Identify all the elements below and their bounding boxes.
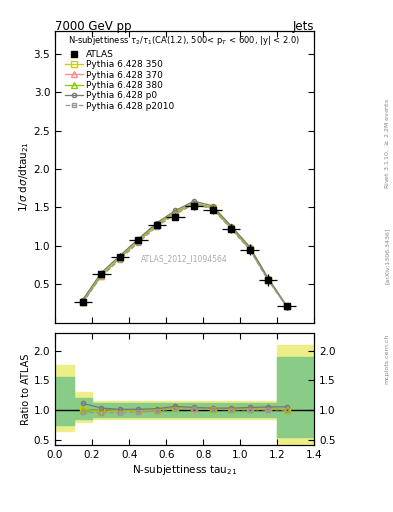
Pythia 6.428 p2010 [266, 278, 270, 284]
Pythia 6.428 p2010 [284, 303, 289, 309]
Pythia 6.428 p0 [81, 296, 85, 303]
Pythia 6.428 370 [136, 238, 141, 244]
Pythia 6.428 350 [118, 255, 122, 261]
Pythia 6.428 370 [154, 222, 159, 228]
Pythia 6.428 350 [284, 303, 289, 309]
X-axis label: N-subjettiness tau$_{21}$: N-subjettiness tau$_{21}$ [132, 463, 237, 477]
Pythia 6.428 370 [229, 225, 233, 231]
Pythia 6.428 p0 [154, 220, 159, 226]
Pythia 6.428 370 [81, 299, 85, 305]
Pythia 6.428 380 [99, 272, 104, 278]
Pythia 6.428 380 [229, 224, 233, 230]
Pythia 6.428 350 [210, 205, 215, 211]
Pythia 6.428 p0 [136, 236, 141, 242]
Y-axis label: 1/$\sigma$ d$\sigma$/dtau$_{21}$: 1/$\sigma$ d$\sigma$/dtau$_{21}$ [17, 141, 31, 212]
Pythia 6.428 370 [173, 210, 178, 216]
Pythia 6.428 p2010 [99, 273, 104, 280]
Pythia 6.428 p2010 [247, 247, 252, 253]
Pythia 6.428 p0 [192, 198, 196, 204]
Line: Pythia 6.428 p2010: Pythia 6.428 p2010 [81, 202, 289, 309]
Pythia 6.428 p0 [247, 244, 252, 250]
Pythia 6.428 380 [154, 221, 159, 227]
Pythia 6.428 380 [284, 303, 289, 309]
Line: Pythia 6.428 350: Pythia 6.428 350 [80, 201, 289, 309]
Pythia 6.428 350 [81, 299, 85, 305]
Pythia 6.428 370 [247, 246, 252, 252]
Pythia 6.428 p0 [284, 303, 289, 309]
Pythia 6.428 370 [192, 201, 196, 207]
Pythia 6.428 350 [266, 276, 270, 283]
Line: Pythia 6.428 370: Pythia 6.428 370 [80, 201, 289, 309]
Pythia 6.428 350 [192, 201, 196, 207]
Text: 7000 GeV pp: 7000 GeV pp [55, 20, 132, 33]
Pythia 6.428 380 [192, 200, 196, 206]
Legend: ATLAS, Pythia 6.428 350, Pythia 6.428 370, Pythia 6.428 380, Pythia 6.428 p0, Py: ATLAS, Pythia 6.428 350, Pythia 6.428 37… [65, 50, 174, 111]
Pythia 6.428 p0 [266, 275, 270, 281]
Pythia 6.428 p2010 [154, 224, 159, 230]
Y-axis label: Ratio to ATLAS: Ratio to ATLAS [21, 353, 31, 425]
Pythia 6.428 350 [173, 210, 178, 217]
Text: ATLAS_2012_I1094564: ATLAS_2012_I1094564 [141, 254, 228, 263]
Pythia 6.428 p0 [173, 207, 178, 214]
Pythia 6.428 350 [154, 222, 159, 228]
Pythia 6.428 p2010 [192, 201, 196, 207]
Pythia 6.428 p2010 [118, 257, 122, 263]
Text: [arXiv:1306.3436]: [arXiv:1306.3436] [385, 228, 389, 284]
Line: Pythia 6.428 p0: Pythia 6.428 p0 [81, 199, 289, 308]
Pythia 6.428 370 [210, 205, 215, 211]
Pythia 6.428 370 [118, 255, 122, 261]
Pythia 6.428 350 [229, 225, 233, 231]
Pythia 6.428 p0 [99, 269, 104, 275]
Pythia 6.428 p2010 [229, 226, 233, 232]
Pythia 6.428 p2010 [136, 240, 141, 246]
Pythia 6.428 380 [266, 275, 270, 282]
Pythia 6.428 380 [173, 209, 178, 215]
Pythia 6.428 p0 [210, 203, 215, 209]
Pythia 6.428 p0 [118, 253, 122, 259]
Pythia 6.428 350 [247, 246, 252, 252]
Text: Jets: Jets [293, 20, 314, 33]
Pythia 6.428 p0 [229, 223, 233, 229]
Pythia 6.428 380 [118, 254, 122, 261]
Pythia 6.428 p2010 [173, 211, 178, 218]
Pythia 6.428 p2010 [210, 206, 215, 212]
Pythia 6.428 350 [99, 272, 104, 279]
Pythia 6.428 380 [247, 245, 252, 251]
Text: Rivet 3.1.10, $\geq$ 2.2M events: Rivet 3.1.10, $\geq$ 2.2M events [383, 98, 391, 189]
Pythia 6.428 380 [210, 204, 215, 210]
Pythia 6.428 380 [81, 299, 85, 305]
Text: N-subjettiness $\tau_2/\tau_1$(CA(1.2), 500< p$_T$ < 600, |y| < 2.0): N-subjettiness $\tau_2/\tau_1$(CA(1.2), … [68, 34, 300, 47]
Pythia 6.428 350 [136, 238, 141, 244]
Pythia 6.428 370 [99, 272, 104, 279]
Pythia 6.428 370 [284, 303, 289, 309]
Line: Pythia 6.428 380: Pythia 6.428 380 [80, 200, 289, 309]
Text: mcplots.cern.ch: mcplots.cern.ch [385, 333, 389, 383]
Pythia 6.428 p2010 [81, 300, 85, 306]
Pythia 6.428 380 [136, 238, 141, 244]
Pythia 6.428 370 [266, 276, 270, 283]
